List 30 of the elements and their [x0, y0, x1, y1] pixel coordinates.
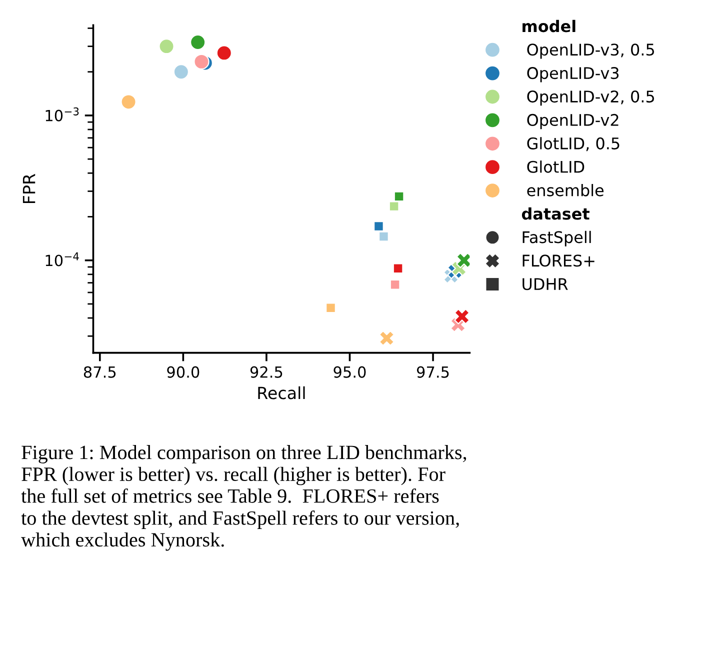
point [158, 38, 174, 54]
point [173, 64, 190, 80]
y-axis-title: FPR [22, 174, 36, 203]
legend-title: model [522, 20, 576, 32]
y-tick-label: 10$^{−3}$ [46, 107, 79, 122]
y-tick-label: 10$^{−4}$ [46, 252, 79, 266]
x-tick-label: 95.0 [334, 366, 366, 378]
point [216, 45, 232, 61]
legend-label: OpenLID-v3 [527, 67, 619, 82]
x-tick-label: 92.5 [250, 366, 282, 378]
x-axis-title: Recall [258, 386, 305, 400]
legend-label: UDHR [522, 278, 568, 290]
legend-label: ensemble [527, 184, 604, 196]
x-tick-label: 97.5 [416, 366, 449, 378]
legend-label: GlotLID [527, 160, 584, 173]
text: dataset [522, 207, 590, 220]
point [378, 330, 395, 346]
legend-label: GlotLID, 0.5 [527, 137, 620, 152]
point [456, 252, 470, 268]
legend-label: OpenLID-v3, 0.5 [527, 44, 654, 59]
point [194, 54, 210, 70]
point [454, 308, 470, 324]
caption: Figure 1: Model comparison on three LID benchmarks, FPR (lower is better) vs. recall (higher is better). For the full set of metrics see Table 9. FLORES+ refers to the devtest split, and FastSpell refers to our version, which excludes Nynorsk. [21, 445, 466, 551]
legend-label: FastSpell [522, 230, 591, 246]
x-tick-label: 87.5 [84, 366, 116, 378]
legend-label: OpenLID-v2 [527, 114, 618, 130]
legend-label: OpenLID-v2, 0.5 [527, 90, 654, 106]
x-tick-label: 90.0 [167, 366, 200, 378]
legend-label: FLORES+ [522, 254, 594, 267]
point [120, 94, 136, 110]
